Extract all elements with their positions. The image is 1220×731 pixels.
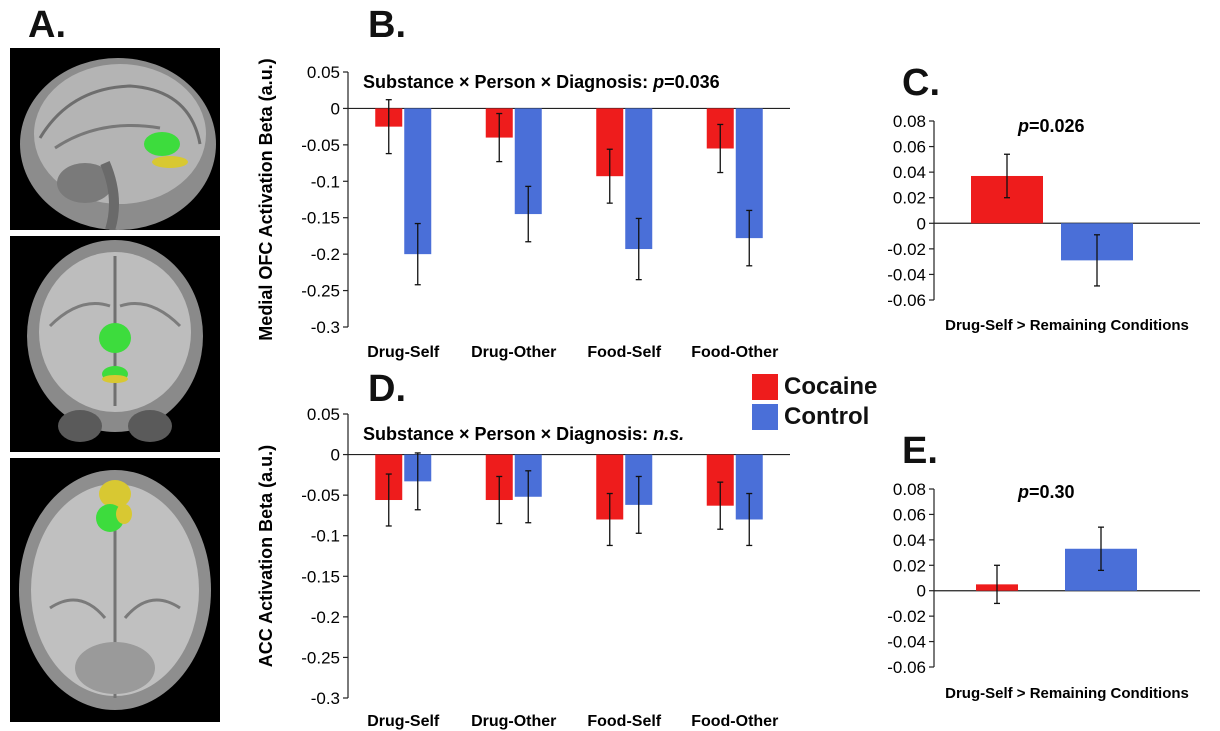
y-tick-label: 0.04 [893,163,926,182]
panel-letter-d: D. [368,368,406,410]
y-tick-label: 0.05 [307,405,340,424]
y-tick-label: 0 [917,214,926,233]
y-tick-label: -0.06 [887,291,926,310]
region-green [144,132,180,156]
brain-image-coronal [10,236,220,452]
y-tick-label: 0.06 [893,505,926,524]
y-tick-label: -0.2 [311,608,340,627]
y-tick-label: 0.02 [893,556,926,575]
panel-letter-e: E. [902,430,938,472]
category-label: Food-Self [587,344,661,361]
y-tick-label: -0.25 [301,282,340,301]
legend-label-control: Control [784,403,870,430]
y-tick-label: -0.3 [311,318,340,337]
legend-swatch-control [752,404,778,430]
brain-image-sagittal [10,48,220,230]
y-tick-label: -0.04 [887,265,926,284]
brain-image-axial [10,458,220,722]
y-tick-label: -0.05 [301,486,340,505]
category-label: Drug-Self [367,344,440,361]
y-tick-label: -0.02 [887,240,926,259]
category-label: Food-Other [691,713,778,730]
legend: Cocaine Control [752,372,877,432]
y-tick-label: -0.25 [301,648,340,667]
legend-swatch-cocaine [752,374,778,400]
legend-label-cocaine: Cocaine [784,373,878,400]
y-tick-label: 0.08 [893,480,926,499]
y-tick-label: -0.05 [301,136,340,155]
region-yellow [116,504,132,524]
y-tick-label: -0.1 [311,527,340,546]
category-label: Drug-Other [471,344,556,361]
y-tick-label: 0 [331,446,340,465]
region-green [99,323,131,353]
x-axis-label: Drug-Self > Remaining Conditions [945,685,1189,702]
y-axis-label: ACC Activation Beta (a.u.) [256,445,276,667]
y-tick-label: 0.08 [893,112,926,131]
category-label: Drug-Other [471,713,556,730]
region-yellow [102,375,128,383]
chart-title: Substance × Person × Diagnosis: p=0.036 [363,72,720,92]
x-axis-label: Drug-Self > Remaining Conditions [945,317,1189,334]
panel-letter-a: A. [28,4,66,46]
y-tick-label: -0.02 [887,607,926,626]
y-tick-label: 0.04 [893,531,926,550]
y-tick-label: 0.05 [307,63,340,82]
region-yellow [99,480,131,508]
y-tick-label: 0.02 [893,189,926,208]
y-tick-label: -0.3 [311,689,340,708]
y-tick-label: -0.1 [311,172,340,191]
y-tick-label: 0 [331,99,340,118]
y-axis-label: Medial OFC Activation Beta (a.u.) [256,58,276,340]
chart-title: Substance × Person × Diagnosis: n.s. [363,424,684,444]
y-tick-label: 0 [917,582,926,601]
chart-title: p=0.30 [1017,482,1075,502]
chart-title: p=0.026 [1017,116,1085,136]
y-tick-label: -0.2 [311,245,340,264]
category-label: Food-Self [587,713,661,730]
category-label: Food-Other [691,344,778,361]
y-tick-label: -0.15 [301,209,340,228]
legend-item-cocaine: Cocaine [752,372,877,402]
region-yellow [152,156,188,168]
y-tick-label: -0.15 [301,567,340,586]
panel-letter-c: C. [902,62,940,104]
category-label: Drug-Self [367,713,440,730]
y-tick-label: -0.04 [887,633,926,652]
legend-item-control: Control [752,402,877,432]
panel-letter-b: B. [368,4,406,46]
y-tick-label: 0.06 [893,138,926,157]
y-tick-label: -0.06 [887,658,926,677]
